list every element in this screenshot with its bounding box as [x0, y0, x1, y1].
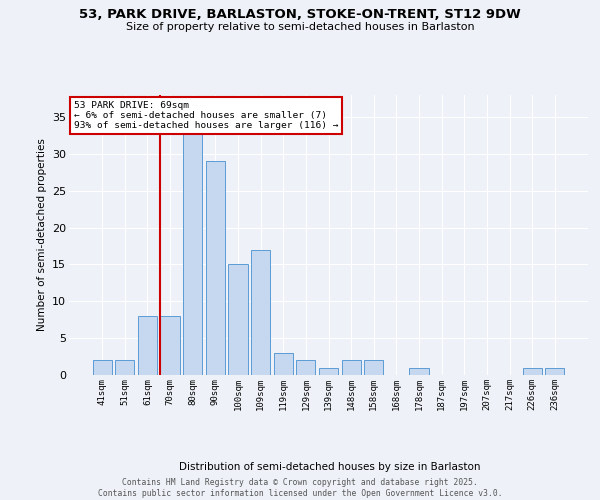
Bar [251, 250, 270, 375]
Y-axis label: Number of semi-detached properties: Number of semi-detached properties [37, 138, 47, 332]
Text: Size of property relative to semi-detached houses in Barlaston: Size of property relative to semi-detach… [125, 22, 475, 32]
Bar [115, 360, 134, 375]
Bar [545, 368, 565, 375]
Bar [523, 368, 542, 375]
Text: 53, PARK DRIVE, BARLASTON, STOKE-ON-TRENT, ST12 9DW: 53, PARK DRIVE, BARLASTON, STOKE-ON-TREN… [79, 8, 521, 20]
Bar [206, 162, 225, 375]
Text: Contains HM Land Registry data © Crown copyright and database right 2025.
Contai: Contains HM Land Registry data © Crown c… [98, 478, 502, 498]
Bar [341, 360, 361, 375]
Bar [296, 360, 316, 375]
Bar [183, 132, 202, 375]
Bar [274, 353, 293, 375]
Text: 53 PARK DRIVE: 69sqm
← 6% of semi-detached houses are smaller (7)
93% of semi-de: 53 PARK DRIVE: 69sqm ← 6% of semi-detach… [74, 100, 338, 130]
Bar [364, 360, 383, 375]
Bar [92, 360, 112, 375]
Bar [409, 368, 428, 375]
Bar [138, 316, 157, 375]
Bar [229, 264, 248, 375]
Text: Distribution of semi-detached houses by size in Barlaston: Distribution of semi-detached houses by … [179, 462, 481, 472]
Bar [160, 316, 180, 375]
Bar [319, 368, 338, 375]
